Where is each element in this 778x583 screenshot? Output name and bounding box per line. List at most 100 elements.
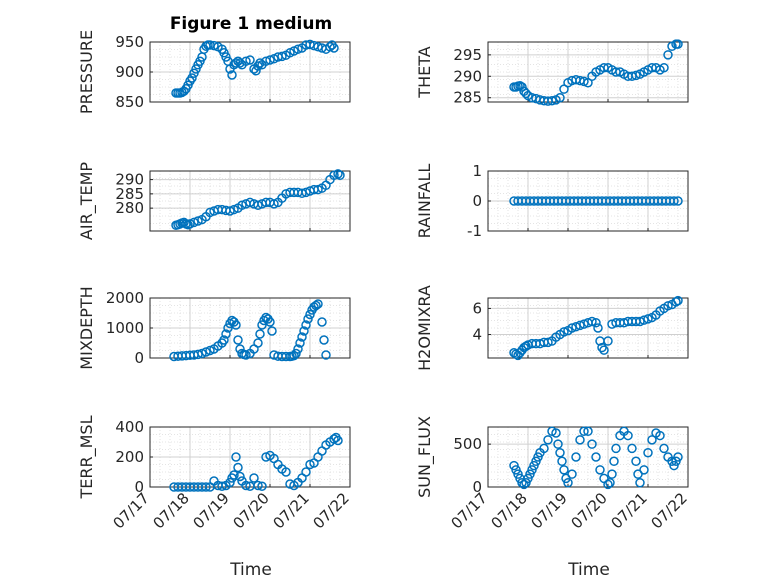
- x-tick-label: 07/19: [190, 489, 233, 532]
- data-point: [231, 452, 241, 462]
- x-tick-label: 07/22: [310, 489, 353, 532]
- data-point: [333, 435, 343, 446]
- y-axis-label: THETA: [415, 46, 434, 98]
- data-point: [251, 66, 261, 76]
- x-tick-label: 07/17: [448, 489, 491, 532]
- data-point: [673, 452, 683, 462]
- data-point: [225, 477, 235, 488]
- data-point: [291, 348, 301, 359]
- y-tick-label: 285: [453, 89, 482, 107]
- figure-title: Figure 1 medium: [170, 14, 332, 34]
- data-point: [669, 196, 679, 206]
- y-tick-label: 290: [115, 171, 144, 189]
- data-point: [235, 58, 245, 68]
- data-point: [293, 344, 303, 354]
- data-point: [295, 338, 305, 348]
- y-tick-label: 0: [134, 478, 144, 496]
- data-point: [333, 169, 343, 179]
- data-point: [575, 320, 585, 331]
- data-point: [575, 435, 585, 445]
- data-point: [671, 297, 681, 307]
- data-point: [319, 335, 329, 345]
- data-point: [249, 473, 259, 483]
- data-point: [299, 326, 309, 336]
- axes-box: [149, 170, 351, 232]
- data-point: [635, 316, 645, 327]
- data-point: [241, 56, 251, 66]
- y-tick-label: 1: [472, 162, 482, 180]
- data-point: [257, 481, 267, 491]
- y-tick-label: 850: [115, 93, 144, 111]
- x-tick-label: 07/19: [528, 489, 571, 532]
- y-tick-label: 500: [453, 435, 482, 453]
- data-point: [555, 92, 565, 103]
- data-point: [659, 443, 669, 454]
- data-point: [209, 40, 219, 51]
- x-tick-label: 07/21: [270, 489, 313, 532]
- data-point: [265, 55, 275, 65]
- data-point: [231, 320, 241, 330]
- x-tick-label: 07/18: [150, 489, 193, 532]
- data-point: [607, 469, 617, 479]
- data-point: [245, 55, 255, 65]
- data-point: [603, 479, 613, 490]
- x-tick-label: 07/21: [608, 489, 651, 532]
- y-tick-label: 900: [115, 63, 144, 81]
- y-axis-label: AIR_TEMP: [77, 162, 97, 240]
- data-point: [233, 462, 243, 473]
- data-point: [563, 477, 573, 488]
- data-point: [281, 467, 291, 477]
- data-point: [223, 323, 233, 333]
- data-point: [635, 477, 645, 488]
- y-tick-label: 0: [472, 192, 482, 210]
- data-point: [225, 206, 235, 216]
- data-point: [551, 428, 561, 438]
- y-tick-label: 0: [134, 349, 144, 367]
- data-point: [303, 314, 313, 324]
- y-tick-label: 290: [453, 67, 482, 85]
- data-point: [301, 187, 311, 198]
- y-tick-label: 4: [472, 326, 482, 344]
- axes-7: 0 200 400 TERR_MSL 07/1707/1807/1907/2007/21…: [77, 415, 353, 580]
- data-point: [571, 452, 581, 462]
- data-point: [583, 426, 593, 437]
- data-point: [305, 309, 315, 320]
- data-point: [201, 482, 211, 492]
- y-tick-label: 0: [472, 478, 482, 496]
- data-point: [591, 318, 601, 328]
- data-point: [521, 341, 531, 352]
- y-axis-label: TERR_MSL: [77, 415, 97, 499]
- data-point: [185, 219, 195, 229]
- data-point: [567, 469, 577, 479]
- data-point: [611, 443, 621, 454]
- data-point: [605, 477, 615, 488]
- data-point: [673, 295, 683, 306]
- data-point: [663, 301, 673, 311]
- data-point: [599, 345, 609, 355]
- y-tick-label: 285: [115, 185, 144, 203]
- data-point: [639, 465, 649, 475]
- data-point: [289, 350, 299, 361]
- data-point: [219, 335, 229, 345]
- x-axis-label: Time: [567, 560, 610, 580]
- x-tick-label: 07/22: [648, 489, 691, 532]
- data-point: [643, 314, 653, 324]
- data-point: [555, 447, 565, 458]
- data-point: [255, 58, 265, 68]
- data-point: [329, 43, 339, 53]
- y-tick-label: 1000: [106, 319, 144, 337]
- data-point: [609, 456, 619, 467]
- x-tick-label: 07/18: [488, 489, 531, 532]
- data-point: [627, 443, 637, 454]
- data-point: [221, 329, 231, 339]
- axes-6: 4 6 H2OMIXRA: [415, 285, 689, 371]
- data-point: [311, 300, 321, 311]
- data-point: [241, 480, 251, 491]
- data-point: [255, 329, 265, 339]
- data-point: [267, 326, 277, 336]
- data-point: [571, 321, 581, 332]
- data-point: [253, 338, 263, 348]
- data-point: [329, 170, 339, 181]
